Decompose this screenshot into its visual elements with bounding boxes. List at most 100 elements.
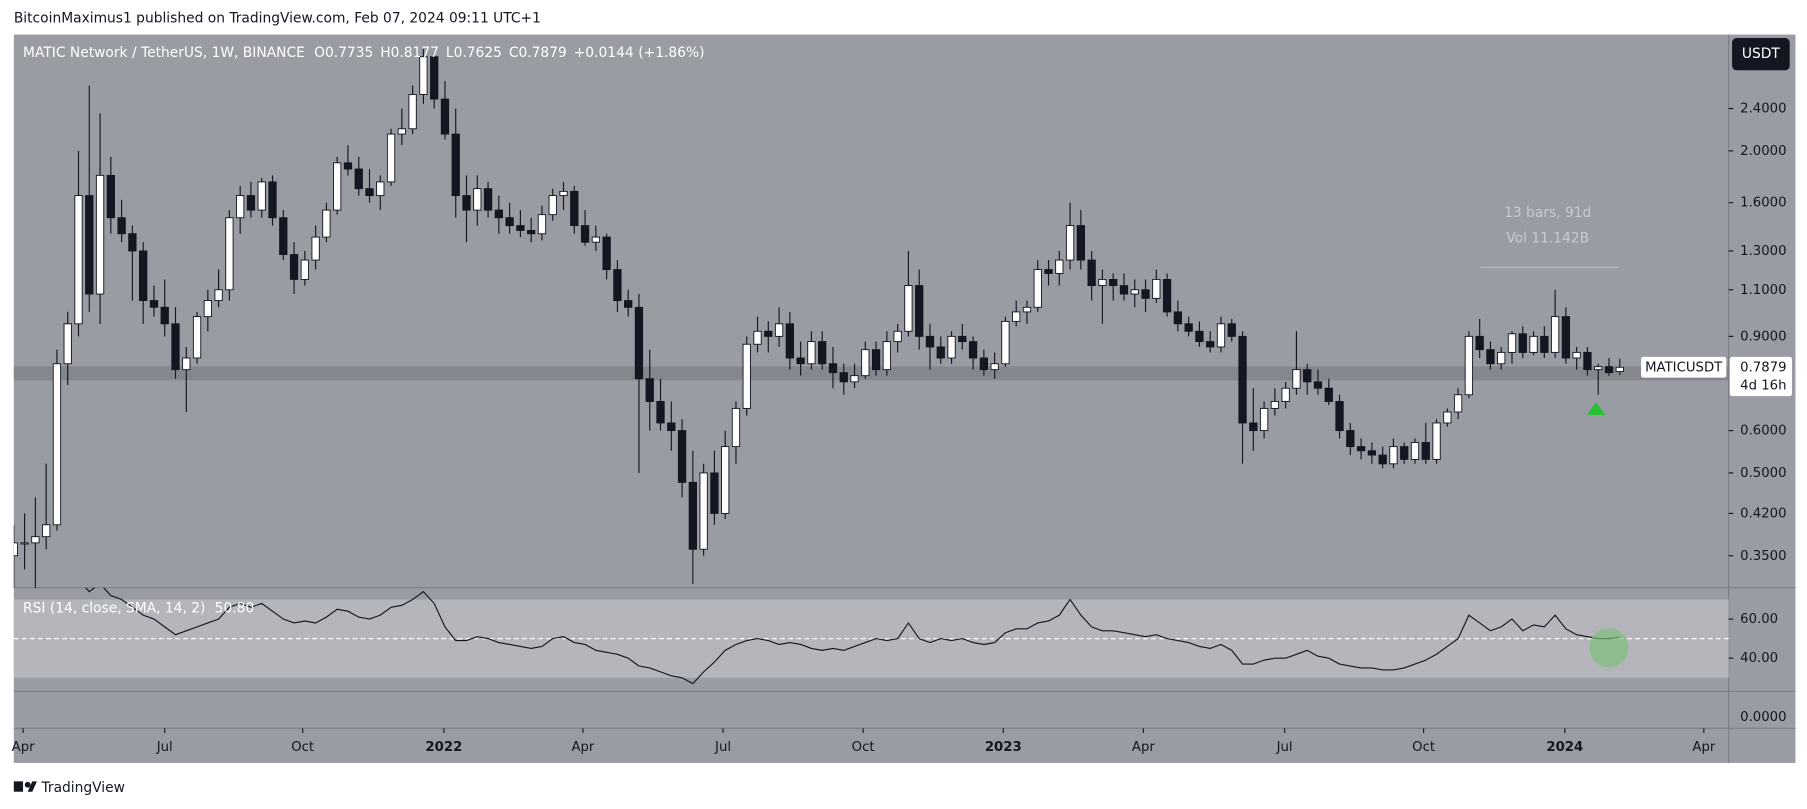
candle-body	[63, 323, 72, 365]
candle-body	[559, 190, 568, 197]
candle-body	[527, 229, 536, 235]
ohlc-label: C	[509, 45, 519, 61]
symbol: MATIC Network / TetherUS, 1W, BINANCE	[23, 45, 305, 61]
candle-body	[1486, 349, 1495, 365]
price-box	[1729, 356, 1793, 397]
candle-body	[1195, 330, 1204, 343]
candle-body	[1044, 269, 1053, 274]
candle-body	[192, 316, 202, 359]
y-tick-label: 40.00	[1740, 651, 1778, 666]
candles	[13, 49, 1624, 588]
candle-body	[958, 335, 967, 343]
candle-body	[839, 372, 848, 383]
candle-body	[354, 168, 363, 190]
candle-body	[774, 323, 784, 337]
candle-body	[20, 542, 29, 545]
candle-body	[1227, 323, 1236, 337]
candle-body	[1238, 335, 1247, 424]
candle-body	[106, 174, 115, 219]
y-tick-label: 2.4000	[1740, 102, 1786, 117]
candle-body	[699, 472, 708, 550]
candle-body	[257, 181, 266, 211]
candle-body	[947, 335, 956, 359]
candle-body	[462, 195, 471, 211]
y-tick-label: 2.0000	[1740, 144, 1786, 159]
candle-body	[1087, 259, 1096, 287]
y-tick-label: 0.3500	[1740, 549, 1786, 564]
candle-body	[548, 195, 557, 216]
rsi-pane	[84, 587, 1620, 685]
ticker-box	[1641, 356, 1727, 378]
candle-body	[1162, 278, 1172, 313]
candle-body	[818, 341, 827, 365]
candle-body	[160, 306, 169, 325]
candle-body	[764, 330, 773, 337]
candle-body	[861, 349, 870, 377]
change: +0.0144	[574, 45, 634, 61]
candle-body	[1292, 369, 1301, 389]
candle-body	[13, 542, 18, 557]
candle-body	[915, 285, 924, 337]
candle-body	[117, 217, 126, 235]
x-tick-label: Jul	[1276, 740, 1293, 755]
candle-body	[1594, 366, 1603, 371]
candle-body	[721, 446, 730, 514]
currency-label[interactable]: USDT	[1742, 46, 1781, 62]
candle-body	[1400, 446, 1409, 460]
candle-body	[1206, 341, 1215, 348]
candle-body	[904, 285, 913, 332]
candle-body	[85, 195, 94, 295]
candle-body	[1303, 369, 1312, 383]
x-tick-label: Oct	[1412, 740, 1435, 755]
candle-body	[731, 407, 741, 448]
candle-body	[149, 300, 159, 308]
rsi-line	[84, 587, 1620, 685]
candle-body	[796, 357, 805, 365]
candle-body	[1572, 351, 1581, 359]
candle-body	[343, 162, 353, 170]
candle-body	[570, 190, 579, 227]
candle-body	[1432, 422, 1441, 460]
candle-body	[430, 56, 439, 100]
rsi-legend: RSI (14, close, SMA, 14, 2) 50.80	[23, 600, 254, 616]
footer-logo	[13, 781, 37, 792]
candle-body	[1012, 311, 1021, 322]
candle-body	[742, 343, 751, 409]
candle-body	[1346, 430, 1355, 448]
candle-body	[397, 128, 406, 135]
y-tick-label: 60.00	[1740, 612, 1778, 627]
candle-body	[1335, 401, 1344, 432]
candle-body	[968, 341, 978, 359]
currency-button[interactable]	[1732, 38, 1790, 71]
candle-body	[656, 401, 665, 424]
open-value: 0.7735	[325, 45, 373, 61]
candle-body	[1410, 442, 1420, 460]
candle-body	[1076, 225, 1086, 261]
candle-body	[1475, 335, 1484, 351]
ohlc-label: O	[314, 45, 325, 61]
candle-body	[688, 481, 698, 550]
x-tick-label: Apr	[571, 740, 594, 755]
high-value: 0.8177	[391, 45, 439, 61]
candle-body	[785, 323, 795, 359]
candle-body	[645, 378, 654, 402]
candle-body	[1184, 323, 1193, 332]
candle-body	[1583, 351, 1592, 371]
candle-body	[1540, 335, 1549, 353]
candle-body	[494, 209, 503, 219]
candle-body	[516, 225, 525, 231]
candle-body	[591, 236, 600, 243]
candle-body	[1324, 387, 1333, 402]
candle-body	[1313, 381, 1323, 389]
candle-body	[1141, 289, 1150, 299]
candle-body	[871, 349, 881, 371]
y-tick-label: 0.4200	[1740, 506, 1786, 521]
x-tick-label: 2022	[425, 740, 462, 755]
y-tick-label: 0.0000	[1740, 710, 1786, 725]
candle-body	[451, 133, 460, 197]
candle-body	[1173, 311, 1183, 325]
candle-body	[1065, 225, 1075, 261]
candle-body	[624, 300, 633, 308]
low-value: 0.7625	[454, 45, 502, 61]
candle-body	[1561, 316, 1571, 359]
